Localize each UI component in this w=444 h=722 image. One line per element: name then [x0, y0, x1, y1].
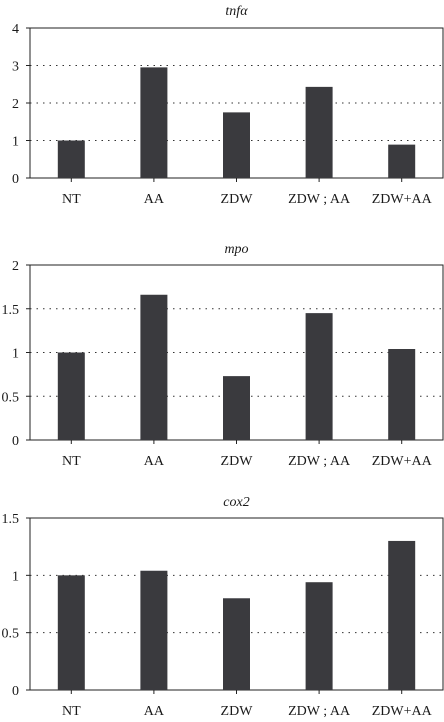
y-tick-label: 2: [12, 259, 19, 274]
y-tick-label: 1.5: [2, 303, 20, 318]
chart-panel-2: mpo 0 0.5 1 1.5 2 NT AA ZDW ZDW ; AA ZDW+AA: [2, 242, 444, 469]
bar-mpo-1: [57, 352, 85, 440]
x-category-label: ZDW ; AA: [288, 704, 351, 719]
y-tick-label: 0: [12, 684, 19, 699]
x-category-label: ZDW+AA: [372, 192, 433, 207]
bar-cox2-2: [140, 570, 168, 690]
chart-panel-3: cox2 0 0.5 1 1.5 NT AA ZDW ZDW ; AA ZDW+AA: [2, 495, 444, 719]
bar-cox2-1: [57, 575, 85, 690]
chart-panel-1: tnfα 0 1 2 3 4 NT AA ZDW ZDW ; AA ZDW+AA: [12, 4, 444, 207]
x-category-label: AA: [144, 704, 165, 719]
y-tick-label: 0: [12, 172, 19, 187]
y-tick-label: 0.5: [2, 390, 20, 405]
y-tick-label: 1.5: [2, 512, 20, 527]
x-category-label: ZDW: [221, 192, 254, 207]
y-tick-label: 4: [12, 22, 19, 37]
bar-mpo-5: [388, 349, 416, 440]
bar-tnf--3: [223, 112, 250, 178]
bar-mpo-4: [305, 313, 333, 440]
x-category-label: ZDW+AA: [372, 454, 433, 469]
x-category-label: ZDW ; AA: [288, 454, 351, 469]
y-tick-label: 2: [12, 97, 19, 112]
y-tick-label: 1: [12, 135, 19, 150]
y-tick-label: 0.5: [2, 627, 20, 642]
chart-title: tnfα: [225, 4, 248, 19]
chart-title: mpo: [224, 242, 248, 257]
x-category-label: AA: [144, 192, 165, 207]
y-tick-label: 0: [12, 434, 19, 449]
x-category-label: NT: [62, 704, 81, 719]
x-category-label: ZDW: [221, 704, 254, 719]
chart-title: cox2: [223, 495, 249, 510]
bar-cox2-5: [388, 540, 416, 690]
bar-tnf--4: [305, 86, 333, 178]
x-category-label: ZDW ; AA: [288, 192, 351, 207]
x-category-label: NT: [62, 454, 81, 469]
x-category-label: ZDW+AA: [372, 704, 433, 719]
bar-tnf--2: [140, 67, 168, 178]
bar-tnf--1: [57, 140, 85, 178]
x-category-label: ZDW: [221, 454, 254, 469]
y-tick-label: 1: [12, 569, 19, 584]
x-category-label: NT: [62, 192, 81, 207]
x-category-label: AA: [144, 454, 165, 469]
y-tick-label: 1: [12, 347, 19, 362]
bar-mpo-3: [223, 376, 250, 440]
bar-mpo-2: [140, 294, 168, 440]
y-tick-label: 3: [12, 60, 19, 75]
bar-cox2-3: [223, 598, 250, 690]
bar-cox2-4: [305, 582, 333, 690]
bar-tnf--5: [388, 144, 416, 178]
